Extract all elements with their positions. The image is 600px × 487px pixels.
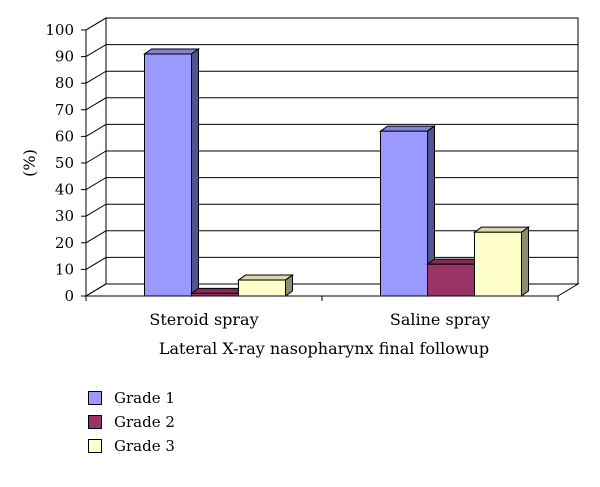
legend: Grade 1 Grade 2 Grade 3 — [88, 386, 175, 458]
bar-grade-2-steroid-spray — [189, 287, 248, 297]
y-tick-label: 20 — [55, 234, 74, 252]
legend-item-grade-1: Grade 1 — [88, 386, 175, 410]
bar-top — [236, 274, 295, 281]
bar-side — [191, 47, 199, 297]
legend-swatch-grade-2 — [88, 415, 102, 429]
bar-front — [144, 53, 192, 297]
bar-side — [285, 274, 293, 297]
legend-label-grade-1: Grade 1 — [114, 389, 175, 407]
bar-front — [238, 279, 286, 297]
bar-top — [189, 287, 248, 294]
gridline — [85, 97, 578, 111]
y-tick-label: 30 — [55, 207, 74, 225]
bar-grade-2-saline-spray — [425, 258, 484, 297]
legend-swatch-grade-1 — [88, 391, 102, 405]
y-tick-label: 70 — [55, 101, 74, 119]
bar-front — [427, 263, 475, 297]
legend-item-grade-2: Grade 2 — [88, 410, 175, 434]
y-tick-label: 60 — [55, 127, 74, 145]
y-axis-title: (%) — [20, 149, 39, 177]
gridline — [85, 123, 578, 137]
x-axis-title: Lateral X-ray nasopharynx final followup — [159, 339, 489, 358]
bar-top — [472, 226, 531, 233]
bar-top — [142, 48, 201, 55]
gridline — [85, 17, 578, 31]
legend-label-grade-2: Grade 2 — [114, 413, 175, 431]
bar-top — [425, 258, 484, 265]
bar-grade-1-saline-spray — [378, 125, 437, 297]
bar-grade-3-saline-spray — [472, 226, 531, 297]
bar-grade-3-steroid-spray — [236, 274, 295, 297]
y-tick-label: 100 — [45, 21, 74, 39]
bar-front — [380, 130, 428, 297]
x-tick-label: Saline spray — [390, 310, 490, 329]
gridline — [85, 70, 578, 84]
axis-layer: 0 10 20 30 40 50 60 70 80 90 100 Steroid spray Salin… — [20, 21, 559, 358]
y-tick-label: 90 — [55, 48, 74, 66]
bar-top — [378, 125, 437, 132]
bar-front — [474, 231, 522, 297]
y-tick-label: 0 — [64, 287, 74, 305]
legend-item-grade-3: Grade 3 — [88, 434, 175, 458]
legend-swatch-grade-3 — [88, 439, 102, 453]
y-tick-label: 50 — [55, 154, 74, 172]
gridline — [85, 44, 578, 58]
x-tick-label: Steroid spray — [149, 310, 258, 329]
y-tick-label: 10 — [55, 260, 74, 278]
y-tick-label: 40 — [55, 181, 74, 199]
legend-label-grade-3: Grade 3 — [114, 437, 175, 455]
bar-side — [521, 226, 529, 297]
bar-grade-1-steroid-spray — [142, 47, 201, 297]
bars-layer — [142, 47, 531, 297]
y-tick-label: 80 — [55, 74, 74, 92]
